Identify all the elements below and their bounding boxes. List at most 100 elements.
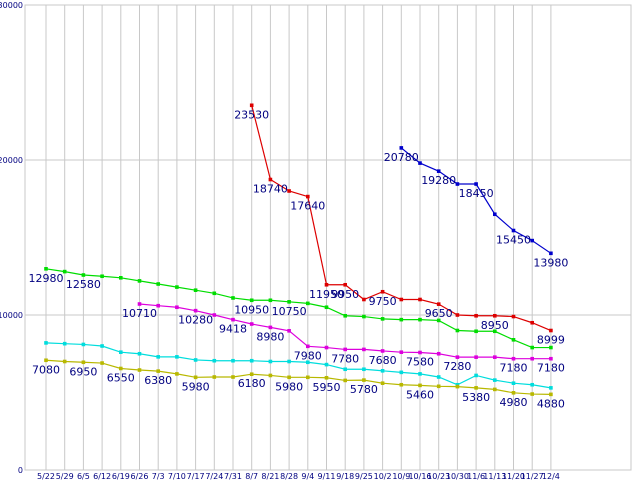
data-label: 4980 (500, 396, 528, 409)
data-point (44, 267, 48, 271)
data-point (493, 212, 497, 217)
data-point (44, 341, 48, 345)
data-label: 7280 (443, 360, 471, 373)
data-point (231, 296, 235, 300)
data-label: 6180 (238, 377, 266, 390)
x-tick-label: 11/6 (467, 472, 485, 480)
series-2 (44, 267, 553, 350)
data-label: 17640 (290, 200, 325, 213)
data-point (455, 382, 460, 387)
data-point (287, 359, 291, 364)
data-point (306, 344, 310, 349)
data-point (493, 378, 497, 382)
data-point (530, 345, 534, 350)
data-point (268, 373, 273, 378)
data-label: 7980 (294, 349, 322, 362)
data-point (530, 356, 534, 361)
data-point (324, 362, 329, 367)
data-label: 5460 (406, 388, 434, 401)
data-point (119, 366, 123, 371)
x-tick-label: 6/12 (93, 472, 111, 480)
data-point (343, 313, 347, 318)
data-point (175, 372, 179, 376)
series-line (45, 359, 551, 395)
data-label: 13980 (533, 256, 568, 269)
y-axis-ticks: 0 10000 20000 30000 (0, 1, 23, 475)
data-point (418, 317, 422, 322)
data-point (549, 356, 553, 361)
data-point (137, 279, 142, 283)
data-point (306, 194, 310, 199)
data-point (268, 177, 273, 182)
data-point (511, 391, 516, 395)
x-tick-label: 10/2 (374, 472, 392, 480)
x-tick-label: 7/17 (187, 472, 205, 480)
data-point (418, 372, 422, 376)
data-point (380, 369, 385, 373)
x-tick-label: 12/4 (542, 472, 560, 480)
series-line (45, 342, 551, 389)
y-tick-label: 20000 (0, 156, 23, 165)
data-point (212, 375, 217, 379)
x-tick-label: 6/26 (131, 472, 149, 480)
series-0 (249, 103, 553, 333)
data-point (436, 384, 441, 389)
grid (24, 4, 632, 471)
data-point (193, 375, 198, 380)
x-tick-label: 10/9 (392, 472, 410, 480)
data-point (530, 238, 534, 243)
data-point (343, 378, 347, 383)
data-point (455, 328, 460, 333)
data-point (175, 305, 179, 310)
data-point (212, 313, 217, 317)
data-point (156, 355, 160, 359)
x-tick-label: 11/13 (483, 472, 506, 480)
data-point (455, 182, 460, 186)
data-point (156, 303, 160, 308)
x-axis-ticks: 5/22 5/29 6/5 6/12 6/19 6/26 7/3 7/10 7/17 7/24 7/… (37, 472, 560, 480)
data-label: 19280 (421, 174, 456, 187)
x-tick-label: 11/20 (502, 472, 525, 480)
data-point (362, 297, 366, 302)
data-point (306, 360, 310, 365)
data-point (193, 308, 198, 313)
data-point (380, 381, 385, 385)
data-label: 7080 (32, 363, 60, 376)
data-point (474, 373, 478, 378)
series-lines (44, 103, 553, 397)
x-tick-label: 5/22 (37, 472, 55, 480)
y-tick-label: 0 (18, 466, 23, 475)
x-tick-label: 10/16 (408, 472, 431, 480)
data-point (455, 355, 460, 359)
y-tick-label: 30000 (0, 1, 23, 10)
data-point (268, 359, 273, 364)
x-tick-label: 7/10 (168, 472, 186, 480)
data-label: 5980 (182, 380, 210, 393)
data-label: 7180 (537, 362, 565, 375)
data-point (530, 320, 534, 325)
data-point (306, 301, 310, 306)
data-point (362, 378, 366, 382)
data-point (249, 372, 254, 377)
data-point (530, 382, 534, 387)
data-label: 8999 (537, 334, 565, 347)
data-point (455, 313, 460, 317)
x-tick-label: 7/3 (152, 472, 165, 480)
x-tick-label: 10/23 (427, 472, 450, 480)
data-point (511, 338, 516, 342)
data-label: 7780 (331, 352, 359, 365)
data-point (324, 345, 329, 350)
data-label: 9418 (219, 323, 247, 336)
data-point (287, 329, 291, 333)
data-point (530, 392, 534, 396)
data-point (137, 368, 142, 372)
data-point (100, 344, 104, 348)
data-point (511, 381, 516, 385)
data-point (81, 342, 86, 347)
data-point (249, 358, 254, 363)
data-point (212, 358, 217, 363)
x-tick-label: 8/7 (245, 472, 258, 480)
data-label: 12580 (66, 278, 101, 291)
data-point (399, 297, 404, 302)
